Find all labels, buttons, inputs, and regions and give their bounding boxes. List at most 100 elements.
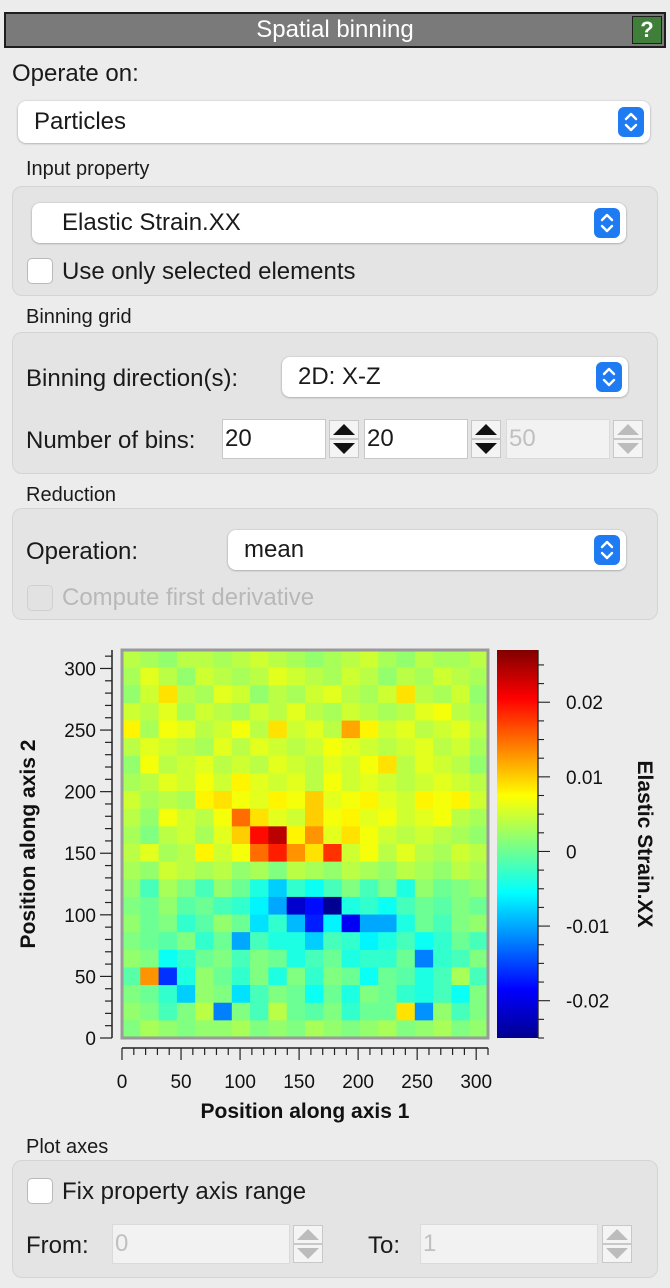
- heatmap-cell: [323, 985, 343, 1004]
- heatmap-cell: [268, 844, 288, 863]
- heatmap-cell: [414, 650, 434, 669]
- fix-range-checkbox[interactable]: [27, 1178, 53, 1204]
- heatmap-cell: [268, 896, 288, 916]
- operation-select[interactable]: mean: [228, 530, 626, 570]
- y-tick-label: 150: [64, 844, 96, 865]
- heatmap-cell: [231, 1020, 251, 1039]
- heatmap-cell: [414, 808, 434, 827]
- increment-icon[interactable]: [471, 420, 501, 439]
- heatmap-cell: [140, 985, 160, 1004]
- heatmap-cell: [158, 755, 178, 775]
- heatmap-cell: [451, 896, 471, 916]
- heatmap-cell: [158, 896, 178, 916]
- heatmap-cell: [268, 667, 288, 686]
- heatmap-cell: [396, 685, 416, 704]
- x-tick-label: 100: [224, 1072, 256, 1093]
- heatmap-cell: [323, 791, 343, 810]
- heatmap-cell: [231, 985, 251, 1004]
- heatmap-cell: [414, 1020, 434, 1039]
- heatmap-cell: [341, 1020, 361, 1039]
- bins-z-input: 50: [506, 419, 610, 459]
- plot-axes-title: Plot axes: [26, 1136, 109, 1158]
- heatmap-cell: [286, 985, 306, 1004]
- heatmap-cell: [286, 720, 306, 739]
- heatmap-cell: [396, 896, 416, 916]
- heatmap-cell: [359, 808, 379, 827]
- input-property-select[interactable]: Elastic Strain.XX: [32, 203, 626, 243]
- heatmap-cell: [268, 773, 288, 792]
- heatmap-cell: [396, 879, 416, 898]
- heatmap-cell: [341, 791, 361, 810]
- heatmap-cell: [359, 861, 379, 880]
- heatmap-cell: [195, 914, 215, 933]
- heatmap-cell: [378, 685, 398, 704]
- heatmap-cell: [231, 826, 251, 845]
- heatmap-cell: [158, 720, 178, 739]
- heatmap-cell: [323, 808, 343, 827]
- heatmap-cell: [414, 896, 434, 916]
- help-button[interactable]: ?: [632, 16, 662, 44]
- heatmap-cell: [140, 826, 160, 845]
- heatmap-cell: [414, 844, 434, 863]
- use-selected-checkbox[interactable]: [27, 258, 53, 284]
- heatmap-cell: [378, 1002, 398, 1021]
- bins-y-input[interactable]: 20: [364, 419, 468, 459]
- heatmap-cell: [158, 685, 178, 704]
- bins-x-input[interactable]: 20: [222, 419, 326, 459]
- heatmap-cell: [451, 755, 471, 775]
- heatmap-cell: [341, 685, 361, 704]
- heatmap-cell: [469, 861, 489, 880]
- heatmap-cell: [396, 808, 416, 827]
- decrement-icon: [602, 1244, 632, 1263]
- heatmap-cell: [414, 967, 434, 986]
- heatmap-cell: [341, 896, 361, 916]
- decrement-icon[interactable]: [329, 439, 359, 458]
- heatmap-cell: [451, 932, 471, 951]
- operate-on-select[interactable]: Particles: [18, 101, 650, 143]
- heatmap-cell: [414, 985, 434, 1004]
- heatmap-cell: [469, 1020, 489, 1039]
- heatmap-cell: [250, 879, 269, 898]
- heatmap-cell: [396, 826, 416, 845]
- heatmap-cell: [176, 967, 196, 986]
- heatmap-cell: [469, 791, 489, 810]
- heatmap-cell: [195, 1002, 215, 1021]
- heatmap-cell: [378, 650, 398, 669]
- heatmap-cell: [323, 1002, 343, 1021]
- heatmap-cell: [305, 808, 324, 827]
- heatmap-cell: [231, 667, 251, 686]
- heatmap-cell: [140, 685, 160, 704]
- heatmap-cell: [414, 738, 434, 757]
- heatmap-cell: [140, 844, 160, 863]
- heatmap-cell: [378, 720, 398, 739]
- use-selected-label: Use only selected elements: [62, 258, 356, 285]
- binning-direction-select[interactable]: 2D: X-Z: [282, 357, 628, 397]
- heatmap-cell: [451, 650, 471, 669]
- heatmap-cell: [469, 932, 489, 951]
- heatmap-cell: [195, 985, 215, 1004]
- heatmap-cell: [268, 738, 288, 757]
- increment-icon[interactable]: [329, 420, 359, 439]
- heatmap-cell: [378, 879, 398, 898]
- updown-chevron-icon: [596, 362, 622, 392]
- panel-title: Spatial binning: [256, 16, 414, 43]
- heatmap-cell: [213, 650, 233, 669]
- heatmap-cell: [176, 1002, 196, 1021]
- heatmap-cell: [359, 1002, 379, 1021]
- heatmap-cell: [140, 720, 160, 739]
- heatmap-cell: [268, 650, 288, 669]
- heatmap-cell: [396, 702, 416, 722]
- reduction-title: Reduction: [26, 484, 117, 506]
- heatmap-cell: [469, 967, 489, 986]
- updown-chevron-icon: [618, 107, 644, 137]
- plot-frame: [120, 648, 490, 1040]
- heatmap-cell: [451, 738, 471, 757]
- decrement-icon[interactable]: [471, 439, 501, 458]
- heatmap-cell: [433, 685, 452, 704]
- input-property-value: Elastic Strain.XX: [62, 209, 241, 236]
- heatmap-cell: [158, 738, 178, 757]
- heatmap-cell: [268, 755, 288, 775]
- heatmap-cell: [158, 844, 178, 863]
- y-tick-label: 200: [64, 783, 96, 804]
- heatmap-cell: [140, 650, 160, 669]
